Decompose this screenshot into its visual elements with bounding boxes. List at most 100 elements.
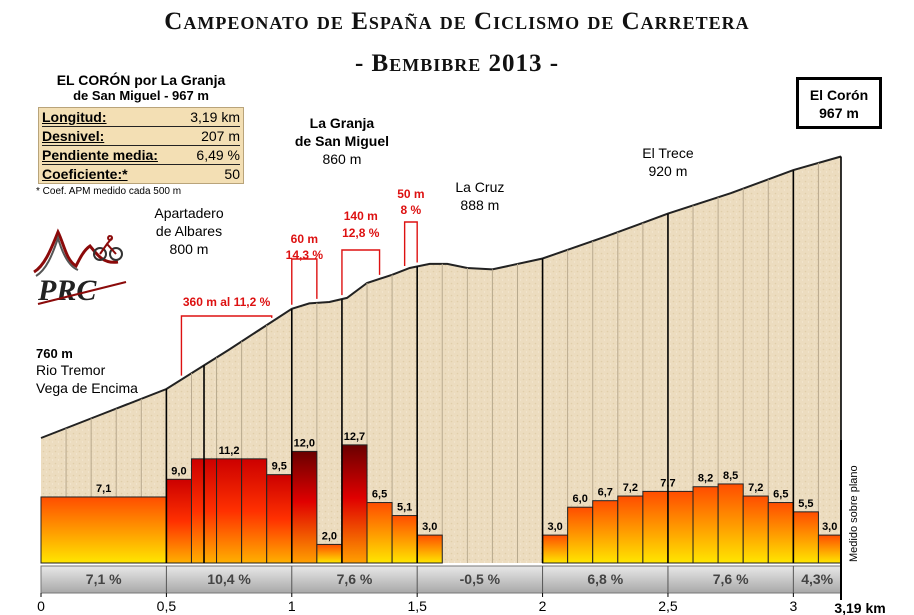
x-tick-label: 0,5: [157, 598, 177, 614]
steep-section-bracket: [403, 221, 418, 266]
gradient-bar: [241, 458, 268, 564]
average-gradient-label: -0,5 %: [460, 571, 501, 587]
climb-subtitle: de San Miguel - 967 m: [73, 88, 209, 103]
gradient-bar: [366, 502, 393, 564]
gradient-bar: [792, 511, 819, 564]
logo-mountain-icon: [33, 228, 119, 274]
place-annotation: El Trece: [642, 145, 694, 161]
gradient-bar: [316, 543, 343, 564]
gradient-bar-label: 12,0: [294, 437, 315, 449]
gradient-bar: [416, 534, 443, 564]
steep-section-bracket: [180, 315, 273, 376]
place-annotation: 860 m: [322, 151, 361, 167]
steep-section-label: 50 m: [397, 187, 424, 201]
gradient-bar-label: 5,5: [798, 498, 813, 510]
place-annotation: 888 m: [460, 197, 499, 213]
stat-label: Pendiente media:: [42, 147, 158, 163]
steep-section-label: 14,3 %: [286, 248, 324, 262]
logo-cyclist-icon: [99, 235, 117, 255]
gradient-bar-label: 11,2: [219, 445, 240, 457]
steep-section-label: 360 m al 11,2 %: [183, 295, 271, 309]
summit-name: El Corón: [809, 87, 869, 103]
gradient-bar: [717, 483, 744, 564]
gradient-bar: [165, 478, 192, 564]
climb-name: EL CORÓN por La Granja: [56, 72, 226, 88]
stat-row-desnivel: Desnivel: 207 m: [42, 127, 240, 146]
stat-label: Desnivel:: [42, 128, 105, 144]
gradient-bar: [266, 474, 293, 564]
steep-section-label: 140 m: [344, 209, 378, 223]
stat-row-longitud: Longitud: 3,19 km: [42, 108, 240, 127]
stat-label: Longitud:: [42, 109, 107, 125]
average-gradient-label: 10,4 %: [207, 571, 251, 587]
average-gradient-label: 6,8 %: [587, 571, 623, 587]
stat-value: 6,49 %: [196, 147, 240, 163]
gradient-bar: [667, 490, 694, 564]
gradient-bar-label: 7,1: [96, 483, 111, 495]
place-annotation: de San Miguel: [295, 133, 389, 149]
x-tick-label: 1: [288, 598, 296, 614]
gradient-bar-label: 7,2: [623, 482, 638, 494]
gradient-bar-label: 7,2: [748, 482, 763, 494]
gradient-bar-label: 6,5: [372, 489, 387, 501]
chart-title-line1: Campeonato de España de Ciclismo de Carr…: [164, 8, 750, 35]
gradient-bar: [592, 500, 619, 564]
logo-underline: [37, 281, 127, 305]
gradient-bar: [692, 486, 719, 564]
gradient-bar: [642, 490, 669, 564]
x-end-label: 3,19 km: [834, 600, 885, 615]
gradient-bar-label: 8,5: [723, 470, 738, 482]
gradient-bar: [341, 444, 368, 564]
steep-section-label: 12,8 %: [342, 226, 380, 240]
place-annotation: La Cruz: [455, 179, 504, 195]
prc-logo: PRC: [33, 228, 127, 307]
gradient-bar-label: 3,0: [422, 521, 437, 533]
climb-stats-table: Longitud: 3,19 km Desnivel: 207 m Pendie…: [38, 107, 244, 184]
average-gradient-label: 7,6 %: [713, 571, 749, 587]
average-band: [40, 565, 842, 594]
gradient-bar: [617, 495, 644, 564]
average-gradient-label: 7,1 %: [86, 571, 122, 587]
x-tick-label: 2,5: [658, 598, 678, 614]
gradient-bar-label: 5,1: [397, 502, 412, 514]
stat-row-coeficiente: Coeficiente:* 50: [42, 165, 240, 183]
gradient-bar-label: 2,0: [322, 530, 337, 542]
profile-line: [40, 155, 842, 439]
gradient-bar: [817, 534, 842, 564]
gradient-bar: [767, 502, 794, 564]
y-axis-note: Medido sobre plano: [848, 465, 860, 562]
x-tick-label: 0: [37, 598, 45, 614]
gradient-bar-label: 3,0: [822, 521, 837, 533]
coefficient-note: * Coef. APM medido cada 500 m: [36, 186, 182, 197]
gradient-bar-label: 7,7: [660, 477, 675, 489]
gradient-bar: [542, 534, 569, 564]
stat-value: 3,19 km: [190, 109, 240, 125]
summit-altitude: 967 m: [819, 105, 859, 121]
climb-info-box: EL CORÓN por La Granja de San Miguel - 9…: [36, 72, 246, 197]
gradient-bar-label: 3,0: [547, 521, 562, 533]
gradient-bar: [40, 496, 167, 564]
gradient-bar: [742, 495, 769, 564]
gradient-bar-label: 6,7: [598, 487, 613, 499]
start-place-line2: Vega de Encima: [36, 380, 138, 396]
gradient-bar-label: 6,5: [773, 489, 788, 501]
gradient-bar-label: 12,7: [344, 431, 365, 443]
stat-value: 207 m: [201, 128, 240, 144]
logo-bike-wheel-icon: [93, 247, 107, 261]
place-annotation: de Albares: [156, 223, 222, 239]
average-gradient-label: 7,6 %: [337, 571, 373, 587]
place-annotation: 800 m: [170, 241, 209, 257]
stat-label: Coeficiente:*: [42, 166, 128, 182]
logo-bike-wheel-icon: [109, 247, 123, 261]
place-annotation: Apartadero: [154, 205, 223, 221]
x-tick-label: 3: [789, 598, 797, 614]
gradient-bar: [216, 458, 243, 564]
gradient-bar-label: 8,2: [698, 473, 713, 485]
stat-value: 50: [224, 166, 240, 182]
gradient-bar: [567, 506, 594, 564]
steep-section-label: 8 %: [401, 203, 422, 217]
summit-box: El Corón 967 m: [796, 77, 882, 129]
place-annotation: La Granja: [310, 115, 375, 131]
gradient-bar-label: 9,0: [171, 465, 186, 477]
chart-title-line2: - Bembibre 2013 -: [354, 50, 560, 77]
